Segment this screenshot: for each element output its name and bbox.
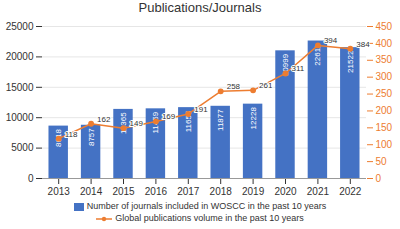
svg-text:300: 300: [376, 71, 393, 82]
svg-text:350: 350: [376, 54, 393, 65]
svg-text:10000: 10000: [6, 112, 34, 123]
svg-text:100: 100: [376, 139, 393, 150]
svg-text:20000: 20000: [6, 51, 34, 62]
svg-text:261: 261: [259, 81, 273, 90]
svg-text:400: 400: [376, 38, 393, 49]
svg-text:191: 191: [194, 105, 208, 114]
svg-text:162: 162: [97, 115, 111, 124]
svg-text:450: 450: [376, 21, 393, 32]
svg-text:20999: 20999: [281, 53, 290, 76]
svg-text:118: 118: [65, 130, 78, 139]
svg-text:15000: 15000: [6, 82, 34, 93]
svg-text:2014: 2014: [80, 186, 103, 197]
svg-text:2015: 2015: [112, 186, 135, 197]
svg-text:2017: 2017: [177, 186, 200, 197]
svg-text:8618: 8618: [54, 129, 63, 147]
svg-text:150: 150: [376, 122, 393, 133]
svg-text:169: 169: [162, 112, 176, 121]
svg-text:5000: 5000: [11, 142, 34, 153]
svg-text:258: 258: [227, 82, 241, 91]
svg-text:250: 250: [376, 88, 393, 99]
svg-text:384: 384: [356, 40, 370, 49]
svg-text:2020: 2020: [274, 186, 297, 197]
html-text:Number of journals included in: Number of journals included in WOSCC in …: [86, 201, 327, 211]
svg-text:2022: 2022: [339, 186, 362, 197]
svg-text:11877: 11877: [216, 109, 225, 131]
svg-text:25000: 25000: [6, 21, 34, 32]
svg-text:2019: 2019: [242, 186, 265, 197]
svg-text:2021: 2021: [307, 186, 330, 197]
svg-text:12228: 12228: [249, 107, 258, 130]
svg-text:394: 394: [324, 36, 338, 45]
svg-text:200: 200: [376, 105, 393, 116]
svg-text:22611: 22611: [313, 43, 322, 65]
svg-text:21522: 21522: [346, 50, 355, 73]
svg-text:11459: 11459: [151, 111, 160, 133]
svg-text:11655: 11655: [184, 110, 193, 132]
svg-text:311: 311: [292, 64, 305, 73]
svg-text:11365: 11365: [119, 112, 128, 134]
svg-text:50: 50: [376, 156, 388, 167]
svg-text:2013: 2013: [48, 186, 71, 197]
svg-text:0: 0: [376, 173, 382, 184]
html-text:Publications/Journals: Publications/Journals: [138, 0, 262, 15]
svg-text:2016: 2016: [145, 186, 168, 197]
svg-text:2018: 2018: [210, 186, 233, 197]
svg-text:0: 0: [28, 173, 34, 184]
html-text:Global publications volume in: Global publications volume in the past 1…: [115, 213, 304, 223]
svg-text:149: 149: [130, 119, 144, 128]
svg-text:8757: 8757: [87, 128, 96, 146]
